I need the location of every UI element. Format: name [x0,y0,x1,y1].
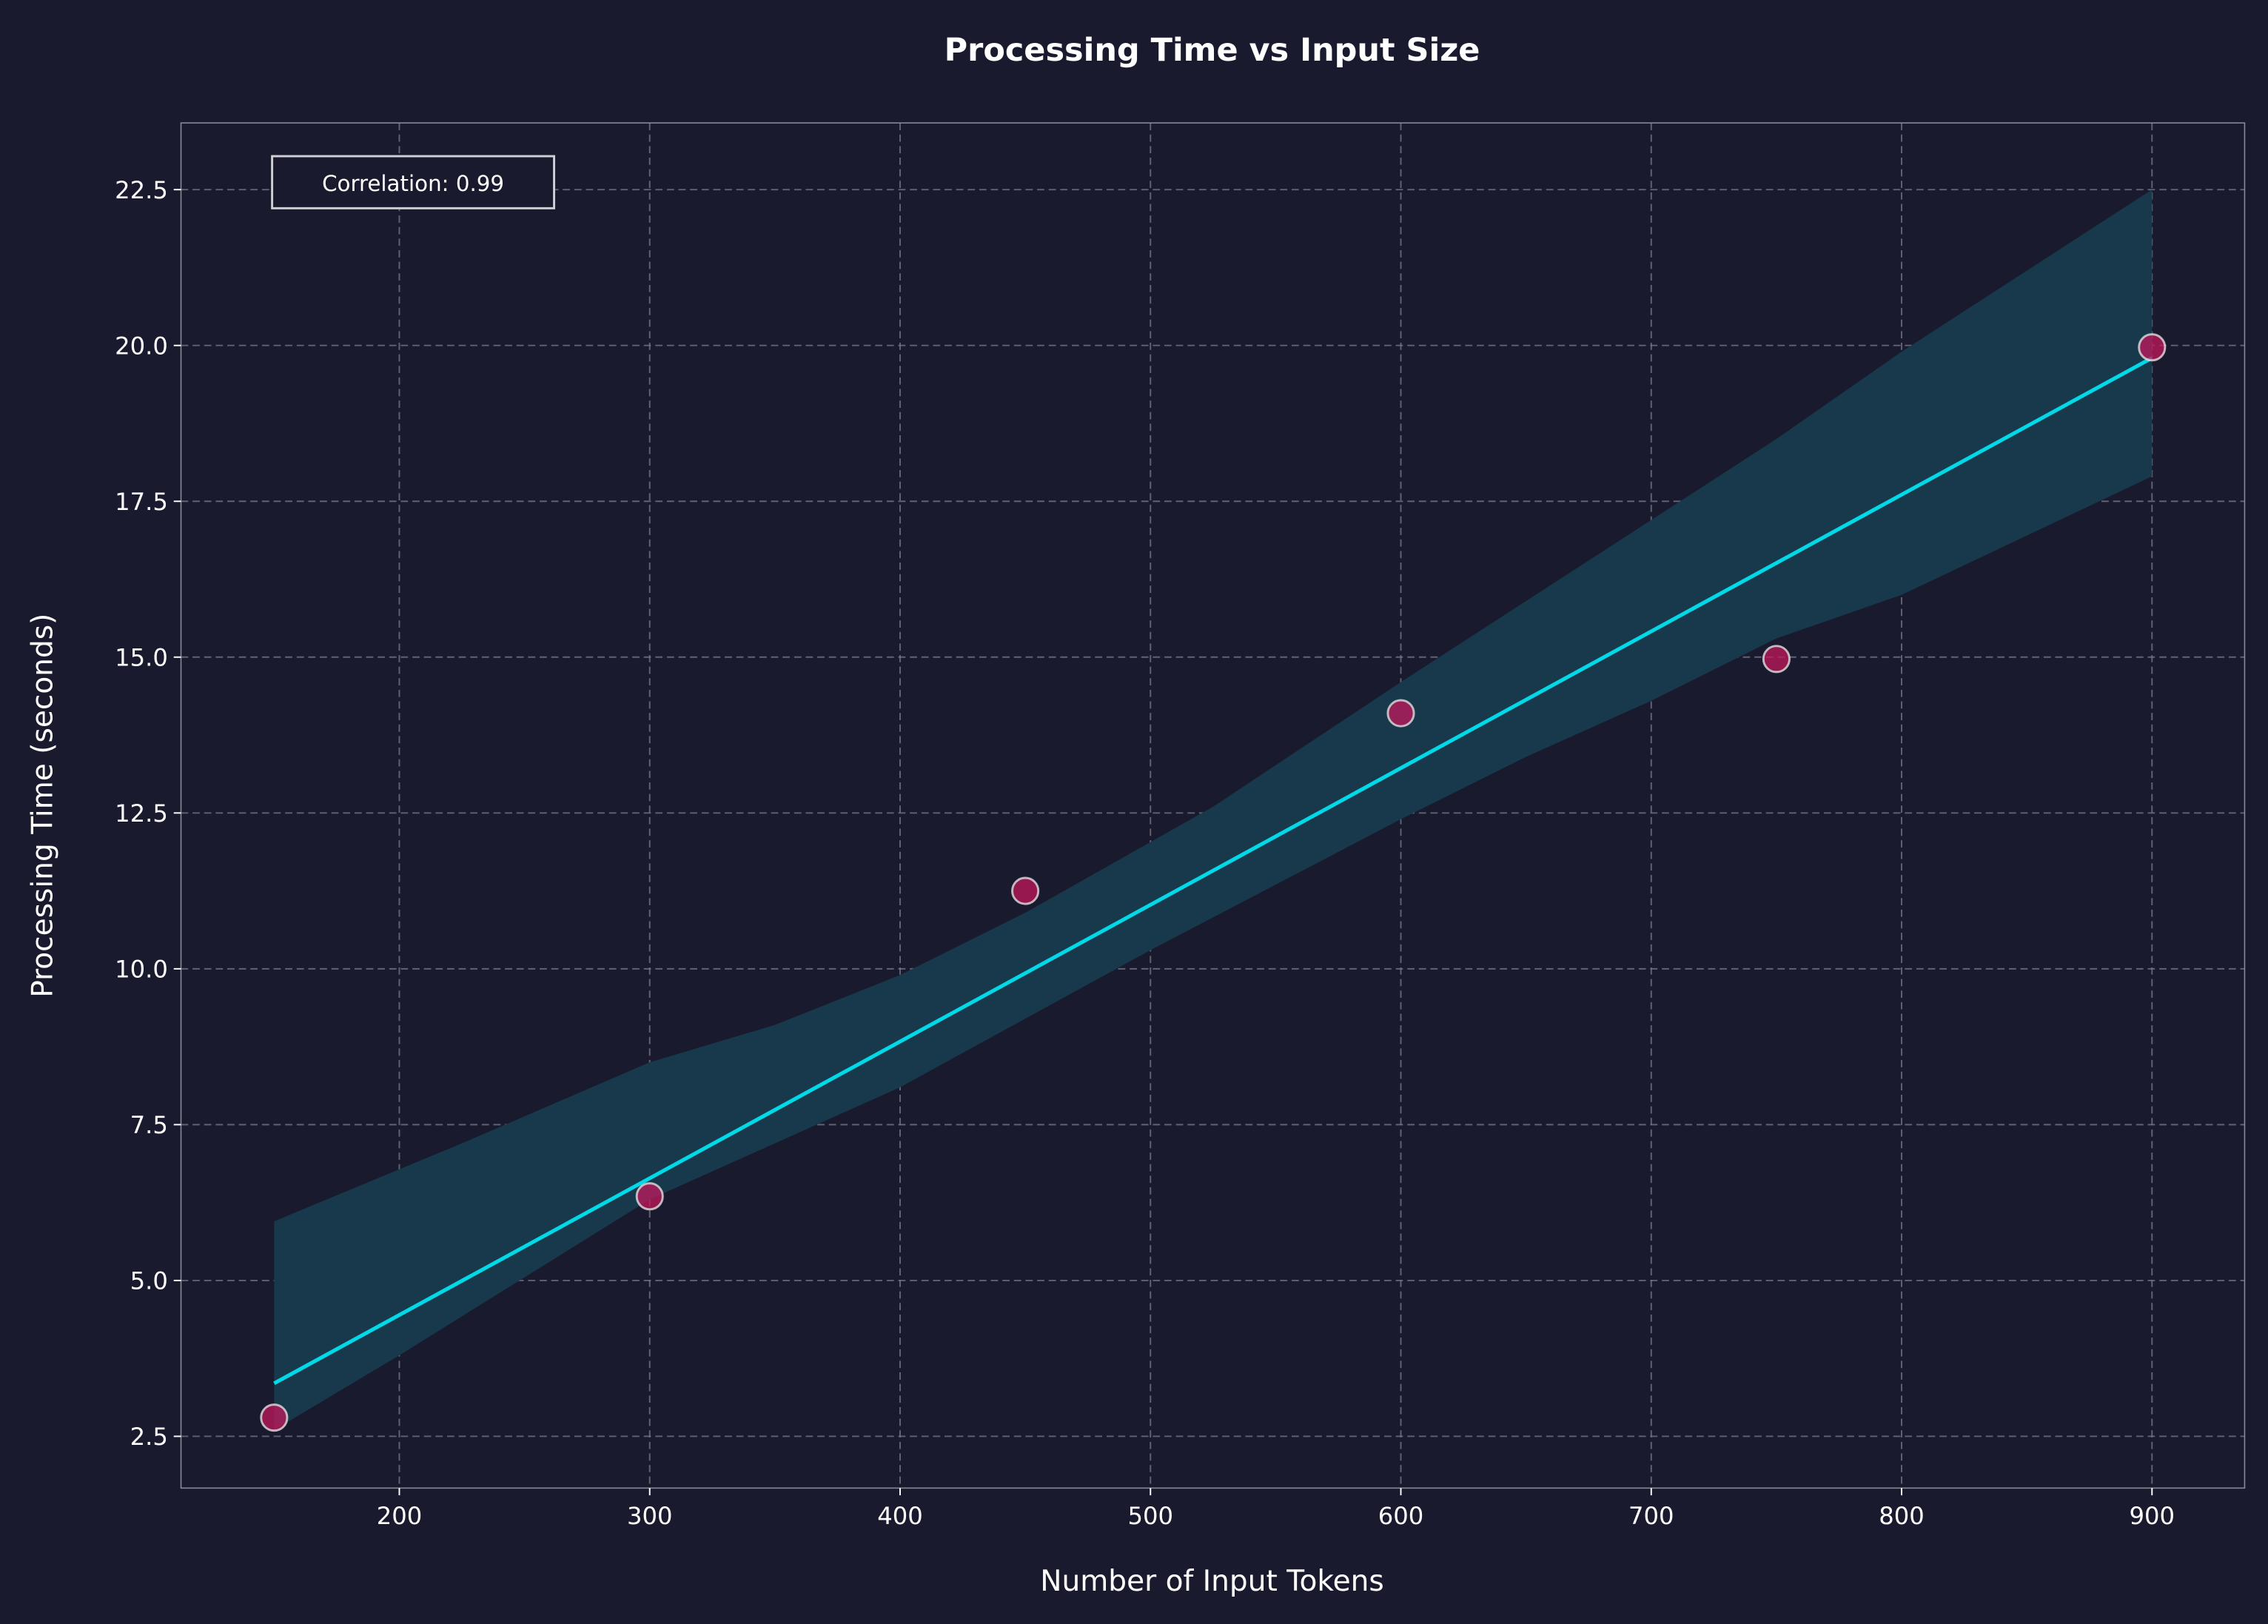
annotation-box [271,155,556,209]
y-axis-label: Processing Time (seconds) [27,614,60,998]
y-axis-ticks: 2.5 5.0 7.5 10.0 12.5 15.0 17.5 20.0 22.5 [115,176,181,1451]
y-tick-label: 17.5 [115,488,168,516]
x-tick-label: 800 [1879,1502,1924,1530]
x-tick-label: 400 [877,1502,923,1530]
data-point [260,1403,289,1432]
x-tick-label: 700 [1628,1502,1674,1530]
y-tick-label: 2.5 [130,1423,168,1451]
data-point [2138,333,2167,362]
y-tick-label: 20.0 [115,332,168,360]
x-tick-label: 900 [2130,1502,2175,1530]
confidence-band [274,189,2153,1431]
data-point [1011,876,1040,905]
annotation-text: Correlation: 0.99 [322,171,504,196]
data-point [1386,699,1415,728]
y-tick-label: 10.0 [115,956,168,984]
data-point [1762,645,1791,674]
x-tick-label: 500 [1128,1502,1174,1530]
regression-line [273,356,2153,1386]
x-tick-label: 300 [627,1502,673,1530]
data-point [635,1182,664,1211]
y-tick-label: 7.5 [130,1111,168,1139]
x-tick-label: 600 [1378,1502,1424,1530]
y-tick-label: 15.0 [115,644,168,672]
data-points [260,333,2167,1432]
x-axis-ticks: 200 300 400 500 600 700 800 900 [377,1488,2175,1530]
y-tick-label: 12.5 [115,799,168,828]
plot-frame [180,122,2246,1489]
x-axis-label: Number of Input Tokens [1040,1565,1383,1598]
y-tick-label: 5.0 [130,1267,168,1295]
y-tick-label: 22.5 [115,176,168,204]
correlation-annotation: Correlation: 0.99 [271,155,556,209]
x-tick-label: 200 [377,1502,423,1530]
chart-title: Processing Time vs Input Size [945,32,1480,69]
